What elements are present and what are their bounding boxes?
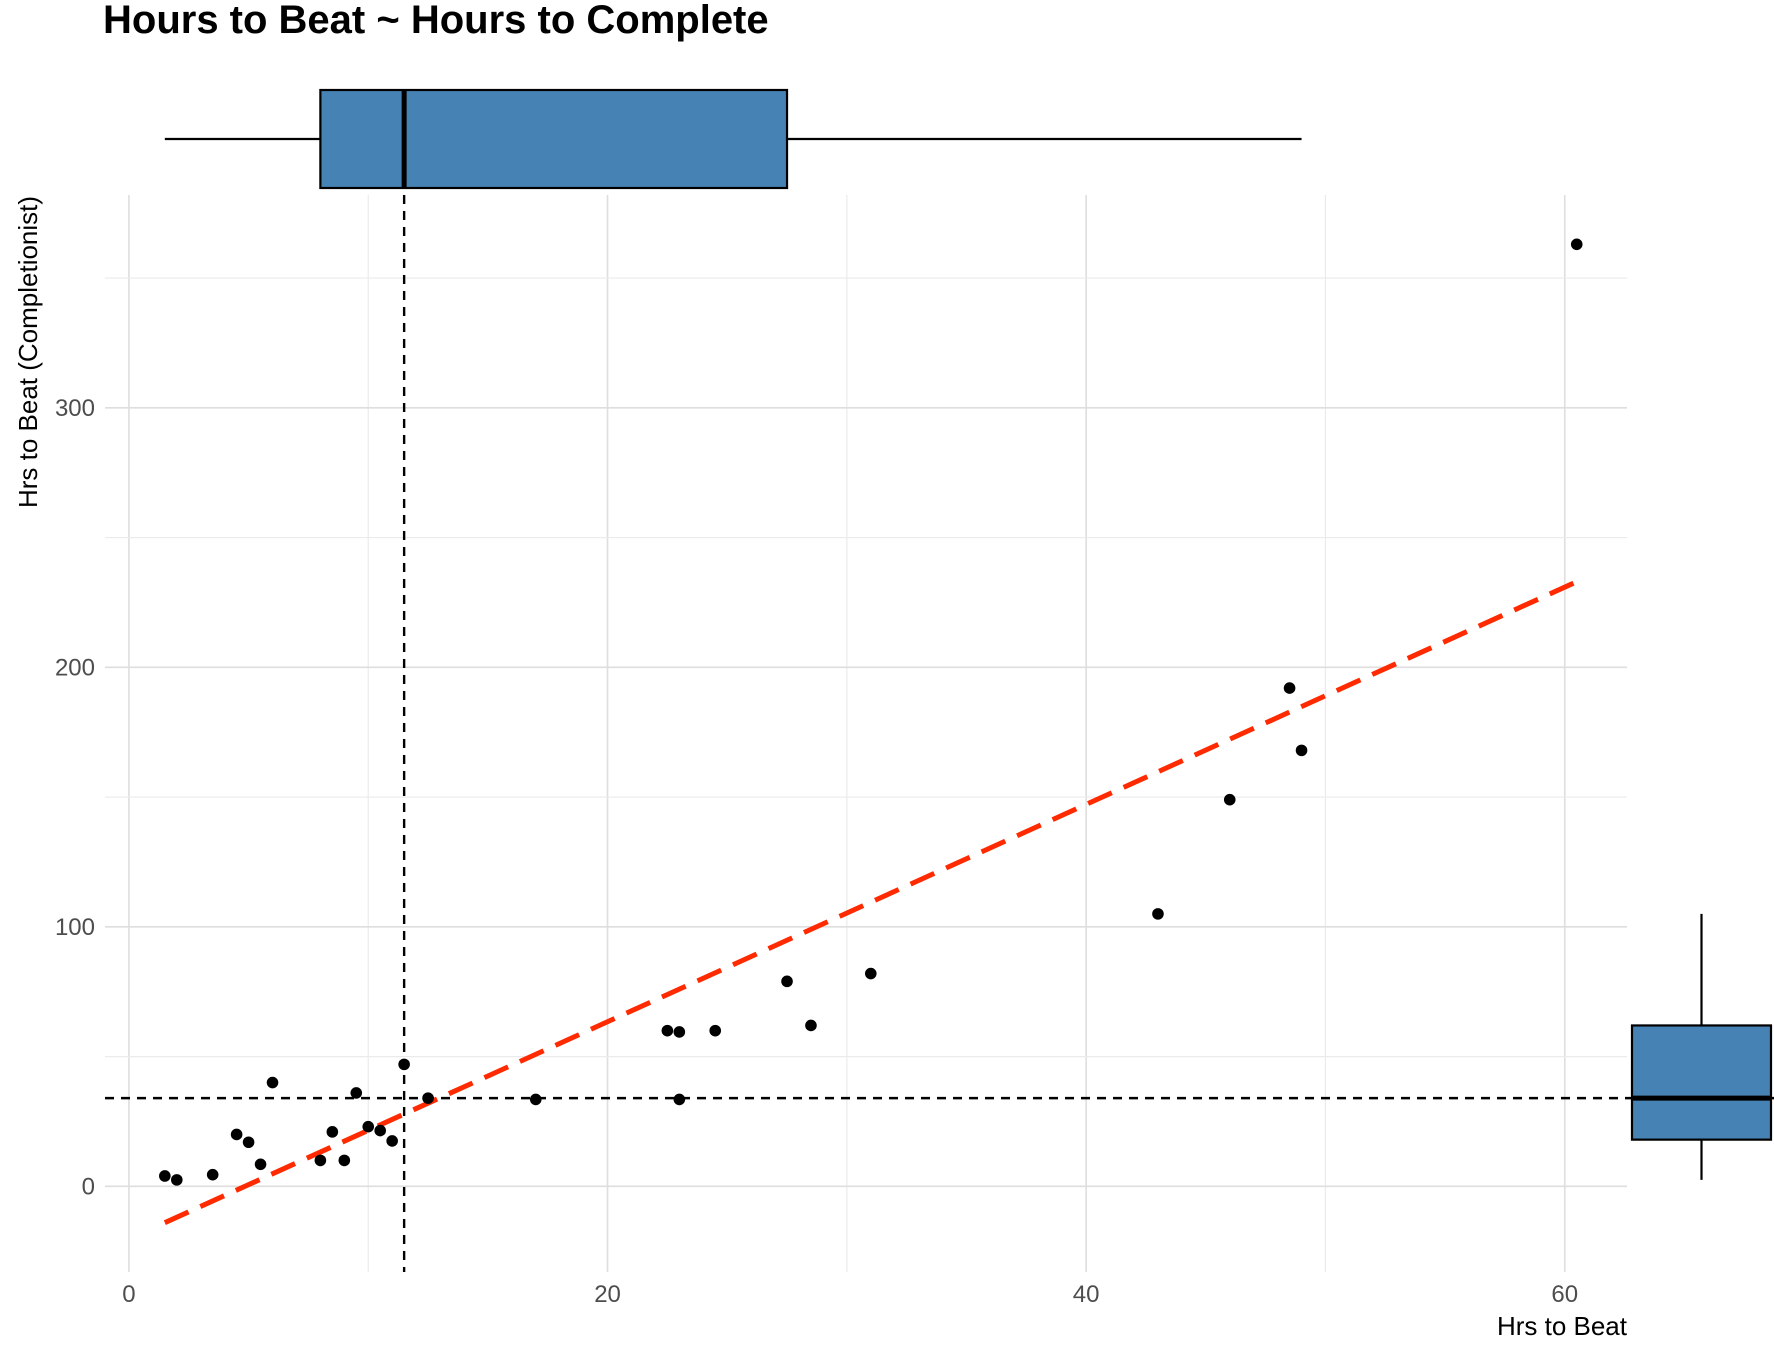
- data-point: [386, 1135, 398, 1147]
- data-point: [422, 1092, 434, 1104]
- data-point: [673, 1026, 686, 1038]
- data-point: [781, 975, 793, 988]
- y-tick-label: 0: [82, 1173, 95, 1200]
- x-tick-label: 60: [1551, 1281, 1578, 1308]
- data-point: [350, 1087, 363, 1099]
- data-point: [266, 1076, 279, 1089]
- y-tick-label: 100: [55, 914, 95, 941]
- x-marginal-boxplot: [164, 88, 1302, 190]
- data-point: [864, 967, 877, 980]
- x-tick-label: 40: [1073, 1281, 1100, 1308]
- data-point: [159, 1170, 171, 1182]
- data-point: [254, 1158, 267, 1171]
- chart-title: Hours to Beat ~ Hours to Complete: [103, 0, 769, 42]
- data-point: [1223, 793, 1236, 806]
- data-point: [170, 1174, 183, 1186]
- y-boxplot-box: [1630, 1024, 1773, 1141]
- y-axis-ticks: 0 100 200 300: [55, 395, 95, 1201]
- data-point: [709, 1024, 722, 1037]
- x-tick-label: 0: [122, 1281, 135, 1308]
- x-tick-label: 20: [594, 1281, 621, 1308]
- data-point: [326, 1126, 339, 1138]
- data-point: [230, 1128, 243, 1141]
- gridlines: [105, 195, 1627, 1272]
- y-axis-label: Hrs to Beat (Completionist): [13, 196, 43, 508]
- data-point: [529, 1093, 542, 1106]
- data-point: [398, 1058, 410, 1071]
- data-point: [1283, 682, 1296, 694]
- y-tick-label: 200: [55, 654, 95, 681]
- median-reference-lines: [105, 195, 1774, 1272]
- data-point: [338, 1154, 351, 1167]
- data-point: [661, 1024, 674, 1037]
- y-marginal-boxplot: [1630, 913, 1773, 1180]
- trend-line-group: [163, 579, 1578, 1225]
- data-point: [1570, 238, 1583, 251]
- data-point: [242, 1136, 255, 1149]
- data-points: [159, 238, 1583, 1186]
- x-boxplot-box: [319, 88, 789, 190]
- data-point: [1295, 744, 1308, 757]
- trend-line: [163, 579, 1578, 1225]
- data-point: [673, 1093, 686, 1106]
- data-point: [805, 1019, 817, 1032]
- data-point: [374, 1124, 387, 1137]
- x-axis-ticks: 0 20 40 60: [122, 1281, 1578, 1308]
- x-axis-label: Hrs to Beat: [1497, 1311, 1628, 1341]
- data-point: [314, 1154, 327, 1167]
- data-point: [1152, 908, 1164, 920]
- data-point: [362, 1120, 375, 1133]
- data-point: [206, 1168, 219, 1181]
- y-tick-label: 300: [55, 395, 95, 422]
